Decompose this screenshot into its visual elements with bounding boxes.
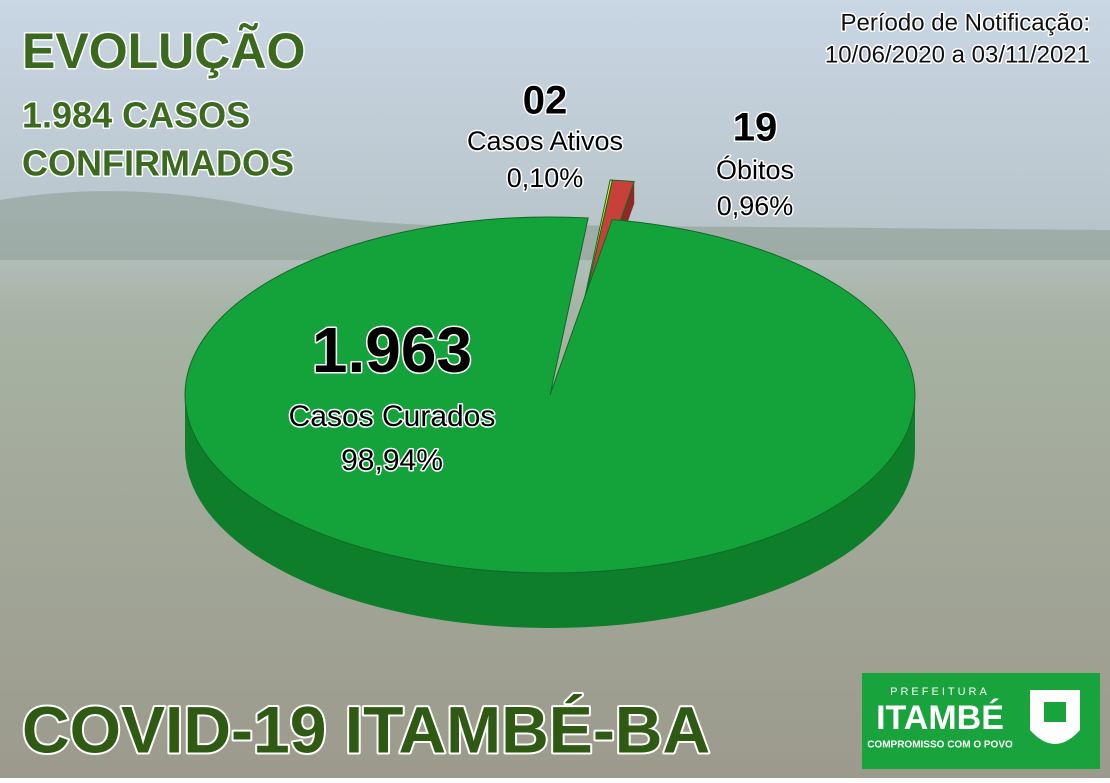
subtitle: CONFIRMADOS <box>22 143 294 184</box>
pie <box>184 179 916 628</box>
subtitle: 1.984 CASOS <box>22 95 250 136</box>
category-label: Casos Ativos <box>467 126 623 156</box>
logo-motto: COMPROMISSO COM O POVO <box>867 740 1013 751</box>
logo: PREFEITURA ITAMBÉ COMPROMISSO COM O POVO <box>862 673 1100 769</box>
pie-slice <box>184 216 916 574</box>
footer: COVID-19 ITAMBÉ-BA <box>22 692 710 766</box>
period: Período de Notificação: <box>841 9 1090 36</box>
logo-crest-inner <box>1044 702 1066 722</box>
value-label: 02 <box>523 79 568 123</box>
category-label: Óbitos <box>716 154 794 185</box>
value-label: 19 <box>733 106 778 150</box>
percent-label: 98,94% <box>341 444 443 477</box>
pie-side <box>185 395 915 628</box>
percent-label: 0,10% <box>507 163 584 193</box>
logo-name: ITAMBÉ <box>876 699 1004 737</box>
percent-label: 0,96% <box>717 191 794 221</box>
title: EVOLUÇÃO <box>22 23 305 79</box>
period: 10/06/2020 a 03/11/2021 <box>825 41 1090 68</box>
value-label: 1.963 <box>312 314 472 386</box>
category-label: Casos Curados <box>289 400 496 433</box>
logo-top: PREFEITURA <box>890 686 990 698</box>
